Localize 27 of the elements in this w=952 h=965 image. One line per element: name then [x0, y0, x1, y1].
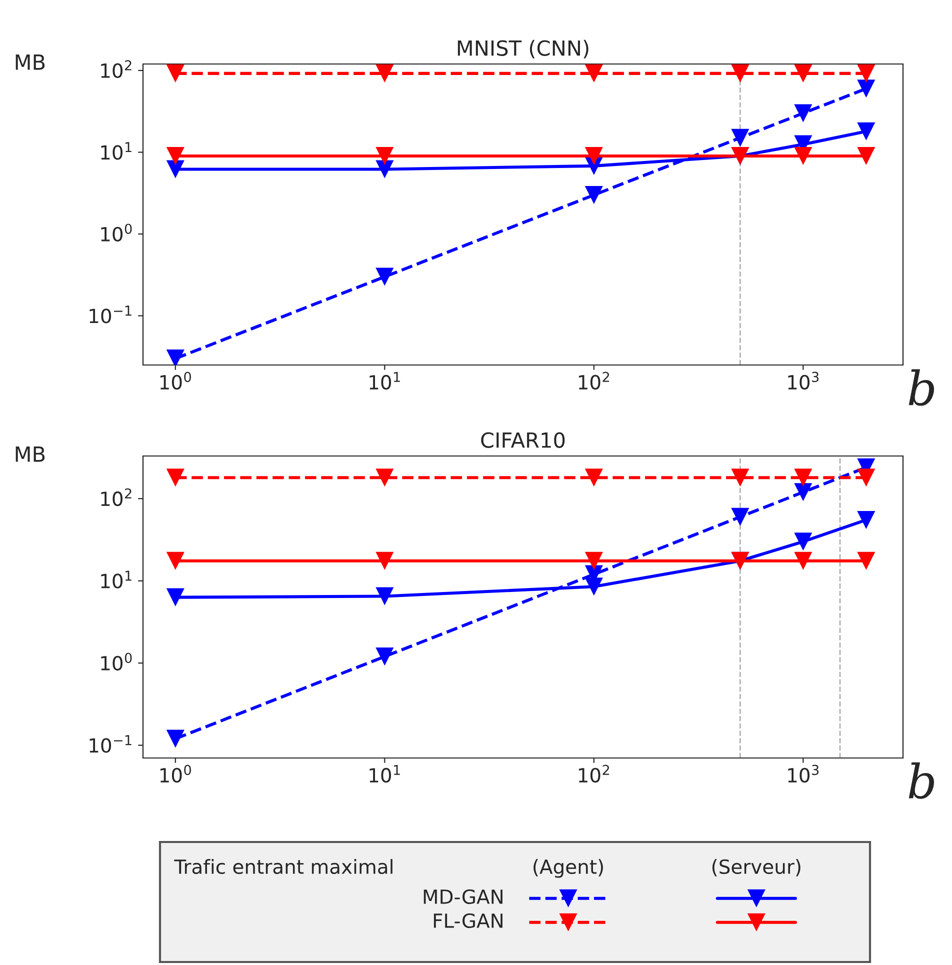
y-axis-title: MB — [16, 446, 45, 462]
y-tick-label: 10$^{0}$ — [101, 652, 132, 671]
text: (Agent) — [534, 859, 603, 878]
y-tick-label: 10$^{2}$ — [101, 60, 132, 78]
x-axis-title: b — [908, 369, 934, 406]
y-tick-label: 10$^{2}$ — [101, 488, 132, 506]
legend-label: FL-GAN — [434, 913, 502, 928]
x-tick-label: 10$^{0}$ — [160, 764, 191, 783]
x-axis-title: b — [908, 762, 934, 799]
x-tick-label: 10$^{1}$ — [370, 764, 400, 783]
y-tick-label: 10$^{1}$ — [101, 142, 132, 160]
x-tick-label: 10$^{2}$ — [578, 372, 610, 390]
y-axis-title: MB — [16, 54, 45, 70]
chart-title: CIFAR10 — [481, 432, 565, 448]
x-tick-label: 10$^{3}$ — [788, 764, 819, 783]
x-tick-label: 10$^{1}$ — [370, 372, 400, 390]
y-tick-label: 10$^{0}$ — [101, 224, 132, 242]
legend-label: MD-GAN — [424, 889, 502, 904]
x-tick-label: 10$^{2}$ — [578, 764, 610, 783]
x-tick-label: 10$^{3}$ — [788, 372, 819, 390]
text: (Serveur) — [712, 859, 800, 876]
legend-title: Trafic entrant maximal — [174, 858, 392, 874]
y-tick-label: 10$^{−1}$ — [90, 735, 132, 753]
chart-title: MNIST (CNN) — [458, 40, 588, 58]
y-tick-label: 10$^{−1}$ — [90, 306, 132, 324]
x-tick-label: 10$^{0}$ — [160, 372, 191, 390]
y-tick-label: 10$^{1}$ — [101, 570, 132, 588]
